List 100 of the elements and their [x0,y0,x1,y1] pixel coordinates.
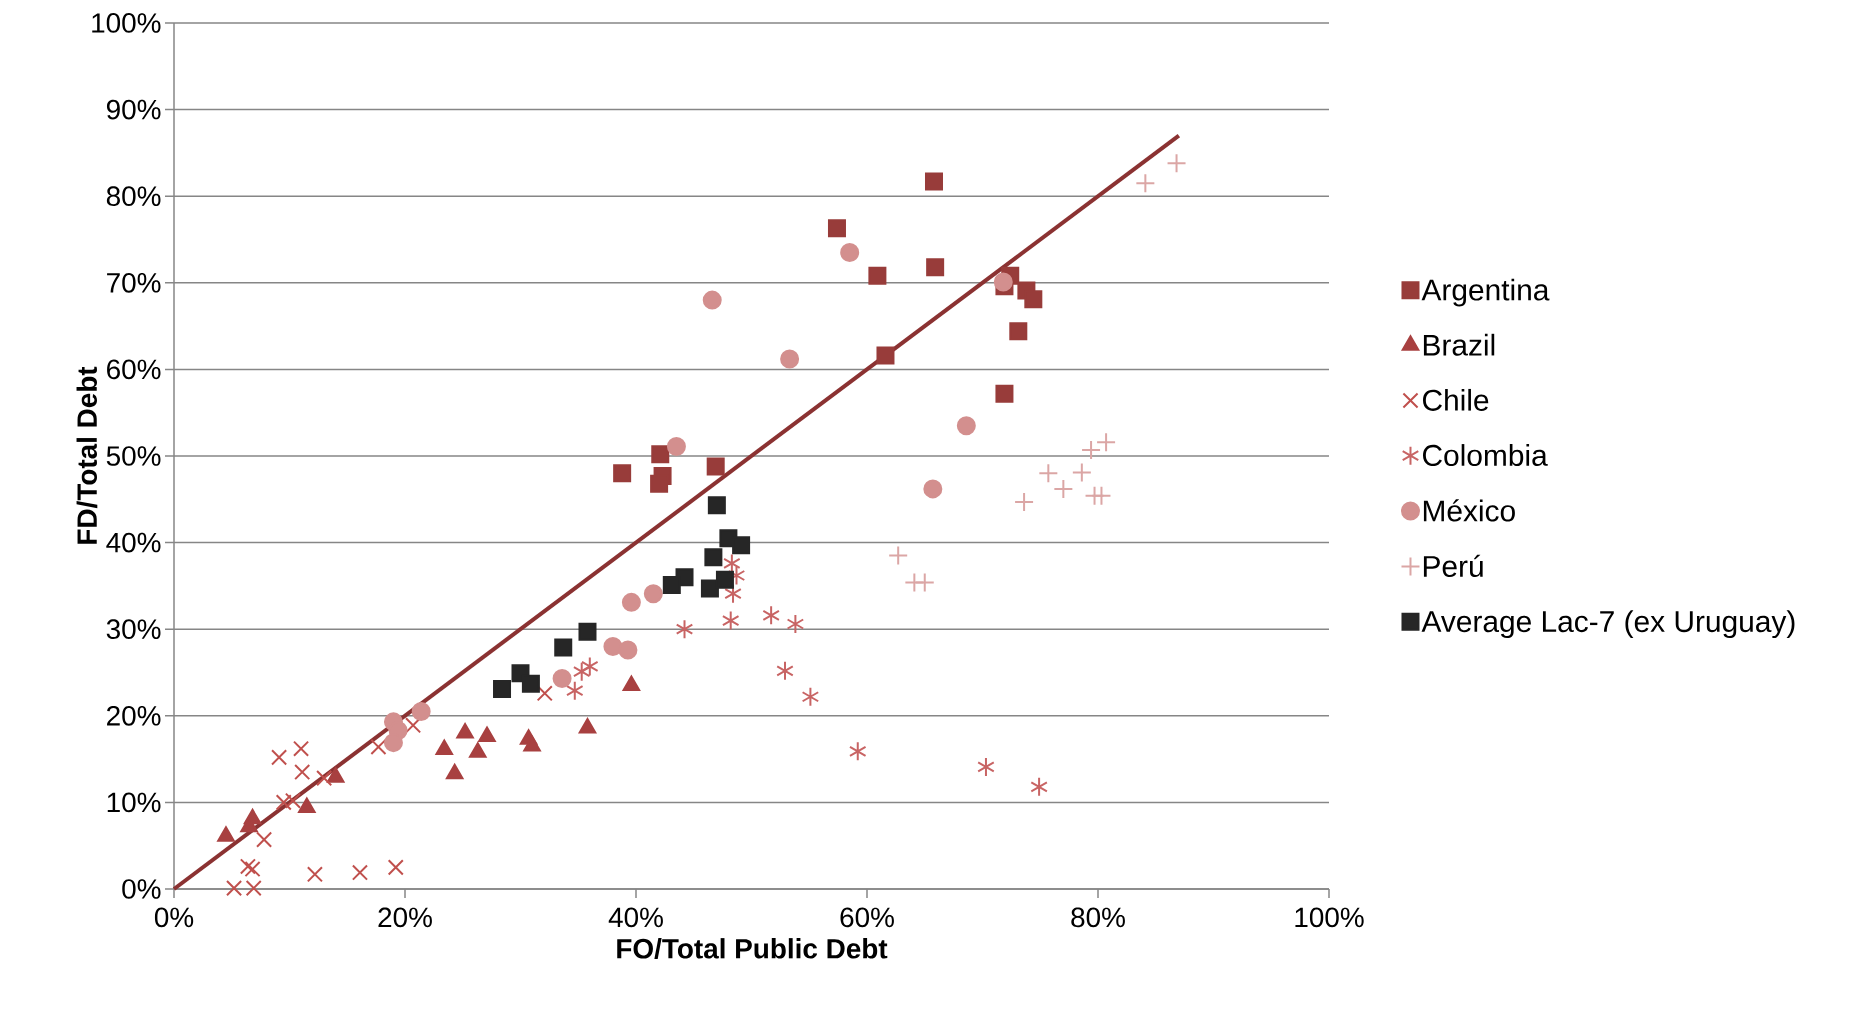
x-axis-title: FO/Total Public Debt [617,938,888,959]
point [651,445,670,464]
x-tick-label: 100% [1295,907,1364,928]
point [1038,463,1059,484]
point [650,474,669,493]
point [603,637,623,657]
point [493,679,512,698]
point [275,794,292,811]
point [715,570,734,589]
point [1166,153,1187,174]
point [1014,491,1035,512]
point [706,457,725,476]
point [1009,322,1028,341]
point [239,858,256,875]
point [1030,776,1048,797]
point [868,266,887,285]
point [1135,173,1156,194]
point [256,831,273,848]
y-axis-title: FD/Total Debt [76,366,98,544]
y-tick-label: 50% [106,446,161,466]
point [351,864,369,881]
point [306,866,323,883]
legend-label: Colombia [1423,444,1548,467]
point [995,384,1014,403]
legend-label: Chile [1423,388,1489,411]
point [977,756,995,777]
point [370,738,387,756]
point [284,792,302,809]
y-tick-label: 10% [107,792,161,813]
x-tick-label: 0% [154,907,194,928]
y-tick-label: 20% [107,705,161,726]
point [888,545,909,566]
point [956,416,976,436]
y-tick-label: 30% [106,619,161,640]
point [521,674,540,693]
x-tick-label: 80% [1071,907,1125,928]
legend-label: México [1423,499,1515,522]
y-tick-label: 90% [106,99,161,120]
y-tick-label: 40% [106,532,161,553]
point [613,464,632,483]
point [827,219,846,238]
y-tick-label: 0% [122,879,161,899]
point [578,622,597,641]
point [702,290,722,310]
point [565,680,584,701]
point [245,880,262,897]
point [643,584,663,604]
point [704,548,723,567]
point [1091,485,1112,506]
y-tick-label: 70% [107,272,161,293]
x-tick-label: 60% [840,907,894,928]
point [225,880,243,897]
point [554,638,573,657]
point [914,572,935,593]
point [666,436,686,456]
point [536,685,553,702]
point [662,576,681,595]
point [993,272,1013,292]
point [707,496,726,515]
point [1024,290,1043,309]
point [383,733,403,753]
point [762,605,780,626]
point [405,717,422,734]
point [581,656,599,677]
point [294,764,311,781]
point [621,592,641,612]
point [876,346,895,365]
point [732,536,751,555]
point [721,610,740,631]
point [316,770,333,787]
point [387,859,404,876]
point [1081,439,1102,460]
point [924,172,943,191]
point [572,661,591,682]
point [700,579,719,598]
point [926,258,945,277]
point [840,242,860,262]
y-tick-label: 60% [107,359,161,380]
y-tick-label: 100% [92,13,161,33]
point [411,701,431,721]
point [1053,478,1074,499]
y-tick-label: 80% [106,186,161,207]
point [848,741,867,762]
point [1096,432,1117,453]
x-tick-label: 40% [608,907,663,928]
point [776,660,794,681]
point [292,740,310,757]
point [801,686,820,707]
legend-label: Brazil [1423,333,1495,356]
point [271,749,288,766]
legend-label: Perú [1423,554,1483,577]
point [786,614,805,634]
point [675,619,694,640]
x-tick-label: 20% [378,907,432,928]
point [780,349,800,369]
point [618,640,638,660]
legend-label: Average Lac-7 (ex Uruguay) [1421,610,1795,639]
legend-label: Argentina [1421,278,1550,307]
point [244,861,261,878]
point [923,479,943,499]
